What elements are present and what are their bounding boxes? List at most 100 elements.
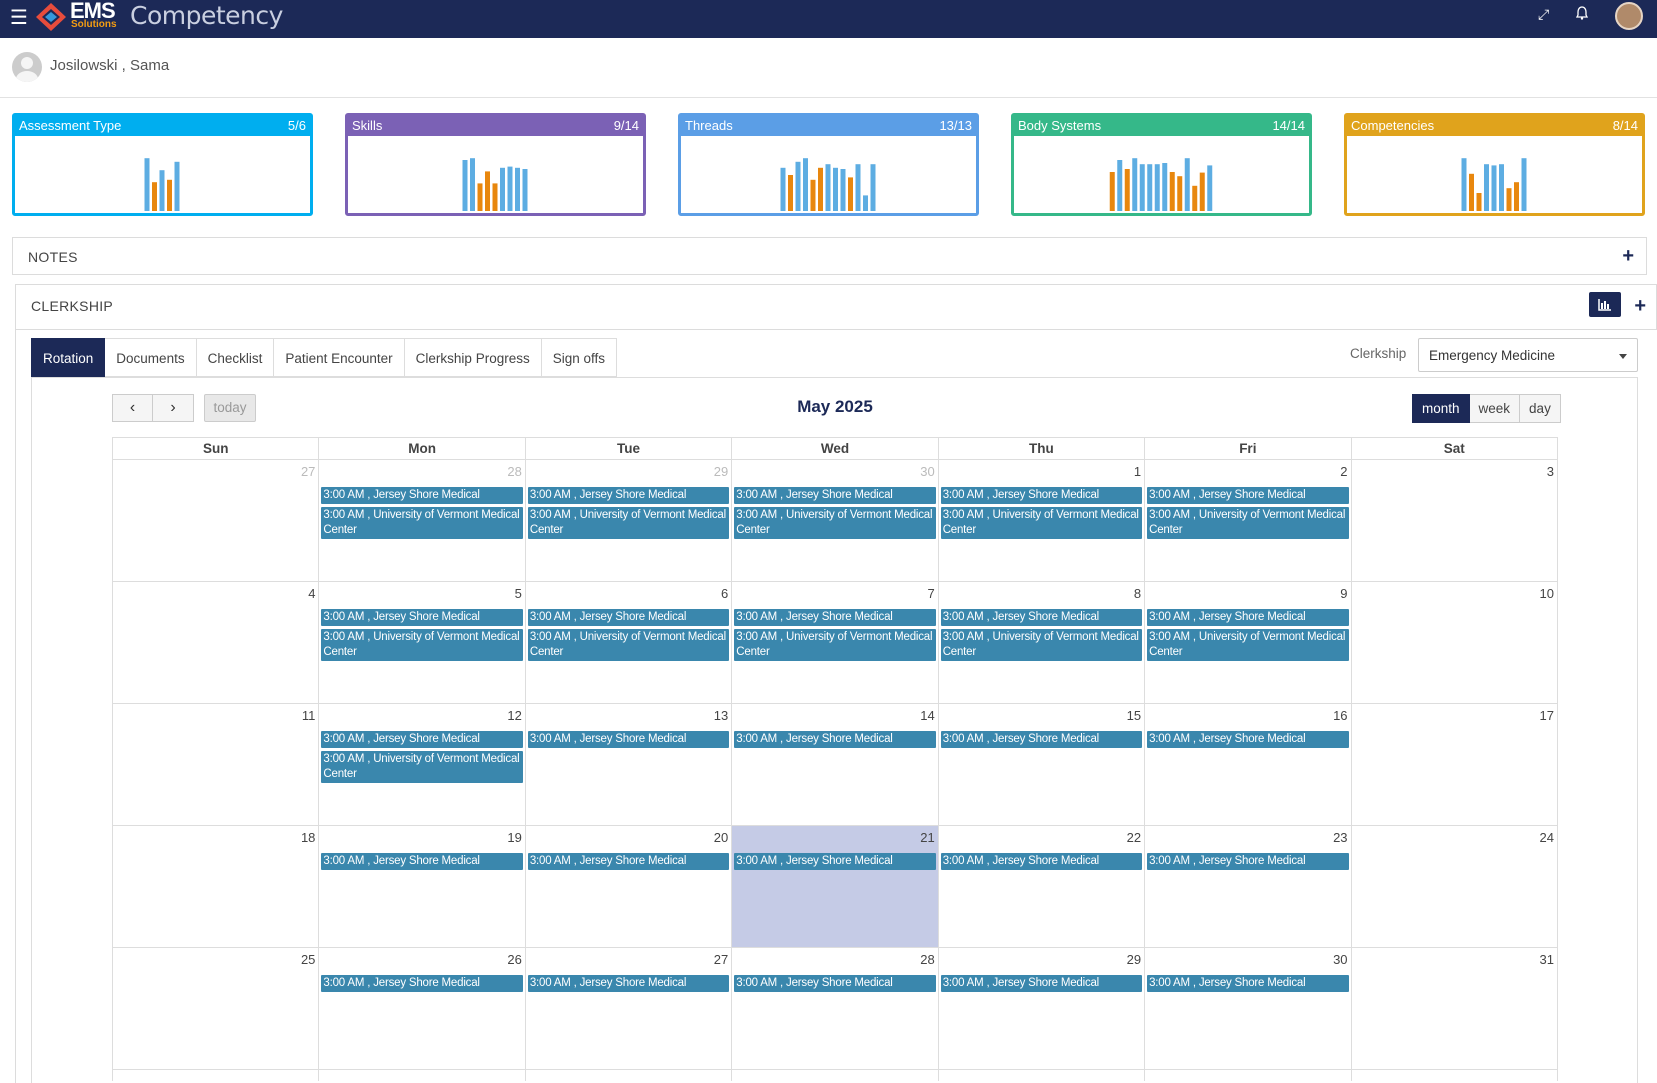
calendar-event[interactable]: 3:00 AM , Jersey Shore Medical — [940, 487, 1143, 504]
day-cell[interactable]: 31 — [1352, 948, 1557, 1069]
calendar-event[interactable]: 3:00 AM , Jersey Shore Medical — [527, 975, 730, 992]
day-cell[interactable]: 28 3:00 AM , Jersey Shore Medical — [732, 948, 939, 1069]
day-cell[interactable]: 19 3:00 AM , Jersey Shore Medical — [319, 826, 526, 947]
day-cell[interactable]: 9 3:00 AM , Jersey Shore Medical 3:00 AM ,… — [1145, 582, 1352, 703]
add-clerkship-icon[interactable]: + — [1634, 295, 1646, 317]
calendar-event[interactable]: 3:00 AM , Jersey Shore Medical — [734, 975, 936, 992]
day-cell[interactable]: 14 3:00 AM , Jersey Shore Medical — [732, 704, 939, 825]
day-cell[interactable]: 7 3:00 AM , Jersey Shore Medical 3:00 AM ,… — [732, 582, 939, 703]
calendar-event[interactable]: 3:00 AM , Jersey Shore Medical — [734, 487, 936, 504]
day-cell[interactable]: 11 — [113, 704, 320, 825]
summary-card[interactable]: Body Systems 14/14 — [1011, 113, 1312, 216]
next-month-button[interactable]: › — [153, 394, 194, 422]
day-number: 10 — [1539, 586, 1554, 601]
tab-patient-encounter[interactable]: Patient Encounter — [274, 338, 405, 377]
calendar-event[interactable]: 3:00 AM , Jersey Shore Medical — [1147, 609, 1349, 626]
calendar-event[interactable]: 3:00 AM , Jersey Shore Medical — [1147, 487, 1349, 504]
calendar-event[interactable]: 3:00 AM , Jersey Shore Medical — [321, 731, 523, 748]
day-cell[interactable]: 25 — [113, 948, 320, 1069]
calendar-event[interactable]: 3:00 AM , University of Vermont Medical … — [734, 629, 936, 661]
chart-button[interactable] — [1589, 292, 1621, 317]
calendar-event[interactable]: 3:00 AM , Jersey Shore Medical — [321, 487, 523, 504]
today-button[interactable]: today — [204, 394, 256, 422]
calendar-event[interactable]: 3:00 AM , Jersey Shore Medical — [527, 487, 730, 504]
calendar-event[interactable]: 3:00 AM , Jersey Shore Medical — [734, 853, 936, 870]
day-cell[interactable]: 3 — [1352, 460, 1557, 581]
day-cell[interactable]: 27 — [113, 460, 320, 581]
summary-card[interactable]: Competencies 8/14 — [1344, 113, 1645, 216]
calendar-event[interactable]: 3:00 AM , Jersey Shore Medical — [734, 731, 936, 748]
day-cell[interactable]: 29 3:00 AM , Jersey Shore Medical 3:00 AM … — [526, 460, 733, 581]
calendar-event[interactable]: 3:00 AM , Jersey Shore Medical — [527, 731, 730, 748]
calendar-event[interactable]: 3:00 AM , University of Vermont Medical … — [1147, 629, 1349, 661]
user-header: Josilowski , Sama — [0, 38, 1657, 98]
day-view-button[interactable]: day — [1520, 394, 1561, 423]
bell-icon[interactable] — [1575, 6, 1589, 23]
day-cell[interactable]: 26 3:00 AM , Jersey Shore Medical — [319, 948, 526, 1069]
day-cell[interactable]: 29 3:00 AM , Jersey Shore Medical — [939, 948, 1146, 1069]
calendar-event[interactable]: 3:00 AM , Jersey Shore Medical — [321, 975, 523, 992]
day-cell[interactable]: 27 3:00 AM , Jersey Shore Medical — [526, 948, 733, 1069]
clerkship-select[interactable]: Emergency Medicine — [1418, 338, 1638, 372]
calendar-event[interactable]: 3:00 AM , University of Vermont Medical … — [940, 629, 1143, 661]
add-note-icon[interactable]: + — [1622, 245, 1634, 267]
day-cell[interactable]: 17 — [1352, 704, 1557, 825]
day-cell[interactable]: 21 3:00 AM , Jersey Shore Medical — [732, 826, 939, 947]
tab-sign-offs[interactable]: Sign offs — [541, 338, 618, 377]
day-number: 7 — [927, 586, 935, 601]
tab-rotation[interactable]: Rotation — [31, 338, 106, 377]
tab-documents[interactable]: Documents — [105, 338, 197, 377]
calendar-event[interactable]: 3:00 AM , Jersey Shore Medical — [940, 975, 1143, 992]
day-cell[interactable]: 1 3:00 AM , Jersey Shore Medical 3:00 AM ,… — [939, 460, 1146, 581]
calendar-event[interactable]: 3:00 AM , University of Vermont Medical … — [527, 507, 730, 539]
calendar-event[interactable]: 3:00 AM , University of Vermont Medical … — [527, 629, 730, 661]
calendar-event[interactable]: 3:00 AM , Jersey Shore Medical — [527, 609, 730, 626]
day-cell[interactable]: 15 3:00 AM , Jersey Shore Medical — [939, 704, 1146, 825]
day-cell[interactable]: 20 3:00 AM , Jersey Shore Medical — [526, 826, 733, 947]
calendar-event[interactable]: 3:00 AM , University of Vermont Medical … — [321, 629, 523, 661]
summary-card[interactable]: Assessment Type 5/6 — [12, 113, 313, 216]
summary-card[interactable]: Skills 9/14 — [345, 113, 646, 216]
calendar-event[interactable]: 3:00 AM , Jersey Shore Medical — [1147, 731, 1349, 748]
tab-clerkship-progress[interactable]: Clerkship Progress — [404, 338, 542, 377]
day-cell[interactable]: 4 — [113, 582, 320, 703]
day-cell[interactable]: 22 3:00 AM , Jersey Shore Medical — [939, 826, 1146, 947]
calendar-event[interactable]: 3:00 AM , Jersey Shore Medical — [940, 609, 1143, 626]
prev-month-button[interactable]: ‹ — [112, 394, 153, 422]
summary-card[interactable]: Threads 13/13 — [678, 113, 979, 216]
day-cell[interactable]: 24 — [1352, 826, 1557, 947]
day-cell[interactable]: 16 3:00 AM , Jersey Shore Medical — [1145, 704, 1352, 825]
calendar-event[interactable]: 3:00 AM , University of Vermont Medical … — [940, 507, 1143, 539]
calendar-event[interactable]: 3:00 AM , University of Vermont Medical … — [321, 751, 523, 783]
day-cell[interactable]: 2 3:00 AM , Jersey Shore Medical 3:00 AM ,… — [1145, 460, 1352, 581]
calendar-event[interactable]: 3:00 AM , University of Vermont Medical … — [1147, 507, 1349, 539]
month-view-button[interactable]: month — [1412, 394, 1470, 423]
day-cell[interactable]: 13 3:00 AM , Jersey Shore Medical — [526, 704, 733, 825]
calendar-event[interactable]: 3:00 AM , Jersey Shore Medical — [940, 853, 1143, 870]
calendar-event[interactable]: 3:00 AM , Jersey Shore Medical — [940, 731, 1143, 748]
calendar-event[interactable]: 3:00 AM , Jersey Shore Medical — [527, 853, 730, 870]
day-cell[interactable]: 30 3:00 AM , Jersey Shore Medical 3:00 AM … — [732, 460, 939, 581]
calendar-event[interactable]: 3:00 AM , Jersey Shore Medical — [321, 853, 523, 870]
calendar-event[interactable]: 3:00 AM , Jersey Shore Medical — [734, 609, 936, 626]
day-cell[interactable]: 12 3:00 AM , Jersey Shore Medical 3:00 AM … — [319, 704, 526, 825]
fullscreen-icon[interactable]: ⤢ — [1538, 6, 1550, 22]
day-cell[interactable]: 10 — [1352, 582, 1557, 703]
calendar-event[interactable]: 3:00 AM , University of Vermont Medical … — [321, 507, 523, 539]
day-cell[interactable]: 8 3:00 AM , Jersey Shore Medical 3:00 AM ,… — [939, 582, 1146, 703]
day-cell[interactable]: 28 3:00 AM , Jersey Shore Medical 3:00 AM … — [319, 460, 526, 581]
day-cell[interactable]: 6 3:00 AM , Jersey Shore Medical 3:00 AM ,… — [526, 582, 733, 703]
calendar-event[interactable]: 3:00 AM , Jersey Shore Medical — [1147, 853, 1349, 870]
day-cell[interactable]: 5 3:00 AM , Jersey Shore Medical 3:00 AM ,… — [319, 582, 526, 703]
calendar-event[interactable]: 3:00 AM , Jersey Shore Medical — [1147, 975, 1349, 992]
day-cell[interactable]: 23 3:00 AM , Jersey Shore Medical — [1145, 826, 1352, 947]
week-view-button[interactable]: week — [1469, 394, 1521, 423]
day-cell[interactable]: 18 — [113, 826, 320, 947]
calendar-event[interactable]: 3:00 AM , University of Vermont Medical … — [734, 507, 936, 539]
tab-checklist[interactable]: Checklist — [196, 338, 275, 377]
menu-icon[interactable]: ☰ — [10, 7, 28, 29]
calendar-event[interactable]: 3:00 AM , Jersey Shore Medical — [321, 609, 523, 626]
user-avatar-button[interactable] — [1615, 2, 1643, 30]
ems-logo-icon — [36, 3, 66, 31]
day-cell[interactable]: 30 3:00 AM , Jersey Shore Medical — [1145, 948, 1352, 1069]
